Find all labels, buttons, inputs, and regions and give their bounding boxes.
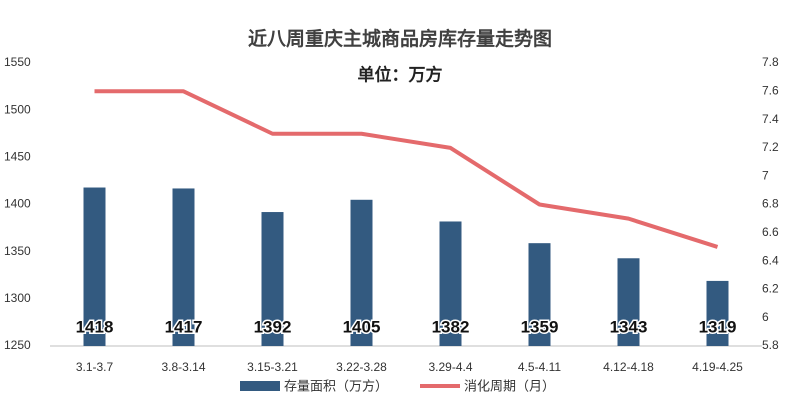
chart-subtitle: 单位：万方 [358, 64, 443, 84]
y-tick-label: 1500 [4, 102, 31, 116]
y2-tick-label: 6.6 [762, 225, 779, 239]
data-label: 1382 [432, 317, 470, 336]
line [94, 89, 719, 249]
x-tick-label: 4.5-4.11 [518, 360, 561, 374]
y2-tick-label: 7.2 [762, 140, 779, 154]
bar [172, 188, 195, 346]
data-label: 1343 [610, 317, 648, 336]
data-label: 1417 [165, 317, 203, 336]
y2-tick-label: 6.8 [762, 197, 779, 211]
y2-tick-label: 7.8 [762, 55, 779, 69]
data-label: 1418 [76, 317, 114, 336]
y-tick-label: 1250 [4, 338, 31, 352]
y2-tick-label: 7 [762, 168, 769, 182]
data-label: 1405 [343, 317, 381, 336]
bar [261, 212, 284, 346]
bar [439, 221, 462, 346]
y2-tick-label: 6.2 [762, 282, 779, 296]
bar [706, 280, 729, 346]
x-tick-label: 3.1-3.7 [76, 360, 114, 374]
legend-swatch [240, 381, 280, 391]
y-tick-label: 1400 [4, 197, 31, 211]
data-label: 1319 [699, 317, 737, 336]
x-tick-label: 4.12-4.18 [603, 360, 654, 374]
bar [83, 187, 106, 346]
legend-label: 消化周期（月） [464, 378, 555, 393]
y2-tick-label: 6.4 [762, 253, 779, 267]
y-tick-label: 1450 [4, 150, 31, 164]
bar [350, 199, 373, 346]
x-tick-label: 3.8-3.14 [161, 360, 205, 374]
x-tick-label: 3.29-4.4 [428, 360, 472, 374]
chart-title: 近八周重庆主城商品房库存量走势图 [248, 27, 552, 50]
y2-tick-label: 7.4 [762, 112, 779, 126]
bar [617, 258, 640, 346]
y-tick-label: 1300 [4, 291, 31, 305]
y-tick-label: 1350 [4, 244, 31, 258]
x-tick-label: 3.15-3.21 [247, 360, 298, 374]
legend-label: 存量面积（万方） [284, 378, 388, 393]
x-tick-label: 4.19-4.25 [692, 360, 743, 374]
y2-tick-label: 6 [762, 310, 769, 324]
data-label: 1392 [254, 317, 292, 336]
y2-tick-label: 7.6 [762, 83, 779, 97]
bar [528, 243, 551, 346]
y-tick-label: 1550 [4, 55, 31, 69]
x-tick-label: 3.22-3.28 [336, 360, 387, 374]
data-label: 1359 [521, 317, 559, 336]
y2-tick-label: 5.8 [762, 338, 779, 352]
